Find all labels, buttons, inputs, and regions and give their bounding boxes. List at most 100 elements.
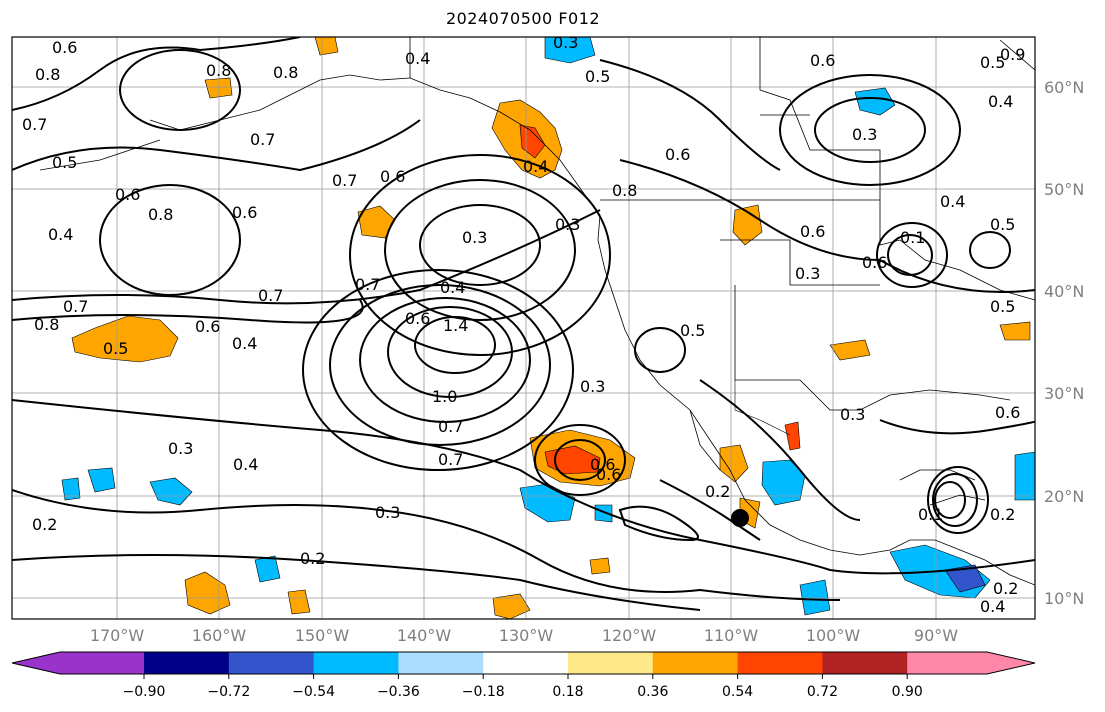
- contour-label: 0.5: [990, 297, 1015, 316]
- contour-label: 0.5: [980, 53, 1005, 72]
- lon-label: 90°W: [914, 626, 958, 645]
- colorbar-segments: [11, 651, 1036, 675]
- contour-label: 0.3: [375, 503, 400, 522]
- contour-label: 1.4: [443, 316, 468, 335]
- graticule: [12, 37, 1035, 619]
- lon-label: 170°W: [90, 626, 145, 645]
- contour-label: 0.4: [440, 278, 465, 297]
- contour-label: 0.8: [273, 63, 298, 82]
- contour-label: 0.4: [940, 192, 965, 211]
- lat-label: 60°N: [1044, 78, 1084, 97]
- colorbar-outline: [11, 651, 1036, 675]
- contour-labels: 0.6 0.8 0.7 0.5 0.4 0.8 0.7 0.4 0.5 0.6 …: [22, 33, 1025, 616]
- contour-label: 0.4: [233, 455, 258, 474]
- colorbar-tick-label: 0.90: [892, 684, 923, 700]
- contour-label: 0.1: [918, 505, 943, 524]
- contour-label: 0.7: [438, 417, 463, 436]
- contour-label: 0.6: [800, 222, 825, 241]
- contour-label: 0.3: [168, 439, 193, 458]
- contour-label: 0.6: [590, 455, 615, 474]
- colorbar-tick-label: 0.72: [807, 684, 838, 700]
- colorbar-segment: [398, 652, 484, 674]
- contour-label: 0.6: [862, 253, 887, 272]
- contour-label: 0.2: [993, 579, 1018, 598]
- lon-label: 140°W: [397, 626, 452, 645]
- contour-label: 0.6: [195, 317, 220, 336]
- contour-label: 0.6: [380, 167, 405, 186]
- colorbar-tick-label: −0.54: [292, 684, 335, 700]
- contour-label: 0.5: [585, 67, 610, 86]
- contour-label: 0.5: [680, 321, 705, 340]
- contour-lines: [12, 37, 1035, 611]
- contour-label: 0.3: [553, 33, 578, 52]
- lon-label: 100°W: [806, 626, 861, 645]
- contour-label: 0.3: [555, 215, 580, 234]
- longitude-labels: 170°W 160°W 150°W 140°W 130°W 120°W 110°…: [90, 626, 958, 645]
- contour-label: 0.3: [462, 228, 487, 247]
- region-outline: [734, 380, 791, 436]
- contour-label: 0.5: [52, 153, 77, 172]
- storm-center-marker: [731, 509, 749, 527]
- colorbar-tick-label: −0.90: [123, 684, 166, 700]
- contour-label: 0.7: [258, 286, 283, 305]
- contour-label: 0.3: [840, 405, 865, 424]
- colorbar-segment: [313, 652, 399, 674]
- colorbar-segment: [568, 652, 654, 674]
- contour-label: 0.8: [34, 315, 59, 334]
- contour-label: 0.6: [232, 203, 257, 222]
- contour-label: 0.7: [22, 115, 47, 134]
- contour-label: 0.5: [103, 339, 128, 358]
- contour-label: 0.6: [405, 309, 430, 328]
- anomaly-fills: [61, 37, 1035, 619]
- contour-label: 0.6: [810, 51, 835, 70]
- lon-label: 150°W: [295, 626, 350, 645]
- lat-label: 40°N: [1044, 282, 1084, 301]
- colorbar-tick-label: −0.18: [462, 684, 505, 700]
- colorbar-segment: [822, 652, 908, 674]
- lat-label: 30°N: [1044, 384, 1084, 403]
- colorbar-segment: [737, 652, 823, 674]
- contour-label: 0.7: [332, 171, 357, 190]
- colorbar: −0.90 −0.72 −0.54 −0.36 −0.18 0.18 0.36 0.54 0.7…: [11, 651, 1036, 700]
- contour-label: 0.6: [596, 465, 621, 484]
- contour-label: 0.8: [148, 205, 173, 224]
- contour-label: 0.2: [705, 482, 730, 501]
- contour-label: 0.9: [1000, 45, 1025, 64]
- colorbar-segment: [12, 652, 144, 674]
- contour-label: 0.6: [115, 185, 140, 204]
- contour-label: 0.4: [232, 334, 257, 353]
- contour-label: 0.3: [795, 264, 820, 283]
- lat-label: 20°N: [1044, 487, 1084, 506]
- contour-label: 0.7: [250, 130, 275, 149]
- lat-label: 50°N: [1044, 180, 1084, 199]
- contour-label: 0.4: [523, 157, 548, 176]
- contour-label: 0.7: [355, 275, 380, 294]
- contour-label: 0.6: [665, 145, 690, 164]
- lon-label: 160°W: [192, 626, 247, 645]
- contour-label: 0.7: [438, 450, 463, 469]
- colorbar-tick-label: −0.72: [207, 684, 250, 700]
- contour-label: 0.2: [300, 549, 325, 568]
- contour-label: 0.4: [980, 597, 1005, 616]
- contour-label: 0.4: [988, 92, 1013, 111]
- colorbar-segment: [144, 652, 230, 674]
- contour-label: 0.8: [206, 61, 231, 80]
- coastlines: [39, 37, 1035, 586]
- contour-label: 0.3: [580, 377, 605, 396]
- contour-label: 0.4: [48, 225, 73, 244]
- colorbar-tick-label: 0.18: [552, 684, 583, 700]
- colorbar-segment: [228, 652, 315, 674]
- contour-label: 0.1: [900, 228, 925, 247]
- contour-label: 0.2: [32, 515, 57, 534]
- map-border: [11, 36, 1036, 620]
- colorbar-tick-label: 0.36: [637, 684, 668, 700]
- contour-label: 0.8: [612, 181, 637, 200]
- lat-label: 10°N: [1044, 589, 1084, 608]
- contour-label: 0.4: [405, 49, 430, 68]
- contour-label: 0.8: [35, 65, 60, 84]
- contour-label: 1.0: [432, 387, 457, 406]
- latitude-labels: 60°N 50°N 40°N 30°N 20°N 10°N: [1044, 78, 1084, 608]
- map-title: 2024070500 F012: [445, 9, 601, 28]
- contour-label: 0.5: [990, 215, 1015, 234]
